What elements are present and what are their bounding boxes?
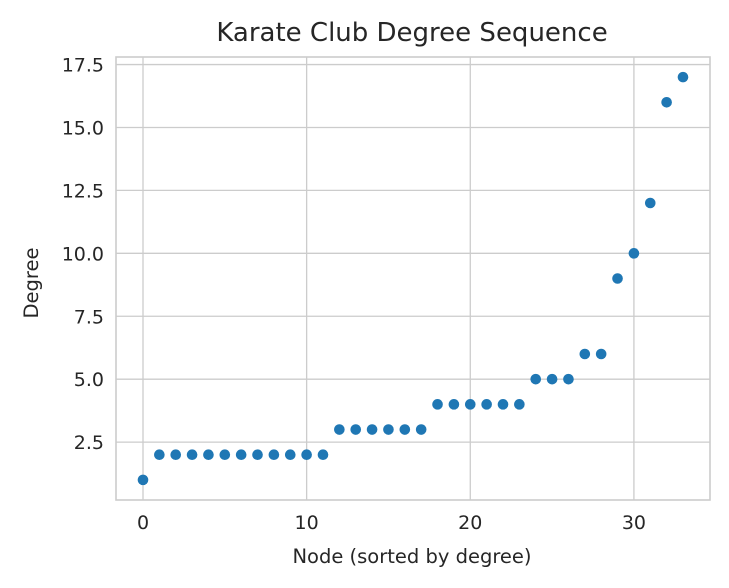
data-point [284, 449, 296, 460]
y-tick-label: 7.5 [74, 306, 104, 328]
data-point [301, 449, 312, 460]
data-point [203, 449, 214, 460]
data-point [252, 449, 263, 460]
y-tick-label: 5.0 [74, 369, 104, 391]
data-point [530, 373, 542, 385]
data-point [432, 399, 443, 410]
data-point [464, 399, 476, 410]
data-point [644, 197, 656, 209]
data-point [219, 449, 231, 460]
y-tick-labels: 2.5 5.0 7.5 10.0 12.5 15.0 17.5 [62, 55, 104, 455]
data-point [595, 348, 607, 360]
x-tick-label: 0 [137, 512, 149, 534]
data-point [399, 424, 411, 435]
y-axis-label: Degree [20, 248, 43, 319]
x-tick-labels: 0 10 20 30 [137, 512, 646, 534]
data-point [186, 449, 198, 460]
data-point [448, 399, 460, 410]
x-tick-label: 20 [458, 512, 482, 534]
y-tick-label: 2.5 [74, 432, 104, 454]
data-point [137, 474, 149, 486]
data-point [268, 449, 280, 460]
data-point [481, 399, 492, 410]
y-tick-label: 17.5 [62, 55, 104, 77]
chart-title: Karate Club Degree Sequence [216, 18, 607, 48]
data-point [514, 399, 525, 410]
data-point [350, 424, 362, 435]
grid-lines [116, 57, 710, 500]
data-point [383, 424, 394, 435]
data-points [137, 71, 689, 486]
data-point [546, 373, 558, 385]
data-point [366, 424, 378, 435]
data-point [628, 248, 640, 259]
data-point [661, 97, 672, 108]
y-tick-label: 12.5 [62, 180, 104, 202]
y-tick-label: 15.0 [62, 117, 104, 139]
data-point [415, 424, 427, 435]
data-point [170, 449, 182, 460]
data-point [235, 449, 247, 460]
y-tick-label: 10.0 [62, 243, 104, 265]
data-point [317, 449, 329, 460]
data-point [497, 399, 509, 410]
data-point [677, 71, 689, 83]
data-point [579, 348, 591, 360]
data-point [612, 273, 623, 284]
data-point [334, 424, 345, 435]
x-axis-label: Node (sorted by degree) [292, 545, 531, 568]
x-tick-label: 10 [295, 512, 319, 534]
plot-frame [115, 56, 711, 501]
data-point [154, 449, 165, 460]
data-point [563, 373, 574, 385]
x-tick-label: 30 [622, 512, 646, 534]
